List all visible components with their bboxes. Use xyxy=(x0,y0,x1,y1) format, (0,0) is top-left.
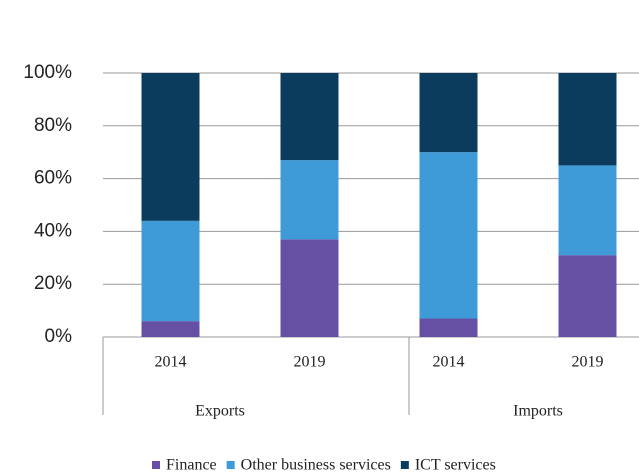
legend-swatch xyxy=(152,461,160,469)
bar-segment xyxy=(141,73,200,221)
group-label: Imports xyxy=(513,403,563,420)
bar-segment xyxy=(419,152,478,319)
bar-segment xyxy=(141,321,200,337)
bar-segment xyxy=(558,165,617,256)
y-tick-label: 40% xyxy=(34,220,72,241)
y-tick-label: 60% xyxy=(34,168,72,189)
y-tick-label: 100% xyxy=(23,62,72,83)
bar-segment xyxy=(141,220,200,322)
bar-segment xyxy=(280,73,339,161)
y-tick-label: 80% xyxy=(34,115,72,136)
x-tick-label: 2014 xyxy=(433,354,465,371)
y-tick-label: 0% xyxy=(45,326,73,347)
x-tick-label: 2019 xyxy=(294,354,326,371)
x-tick-label: 2019 xyxy=(572,354,604,371)
bar-segment xyxy=(419,318,478,337)
bar-segment xyxy=(419,73,478,153)
bar-segment xyxy=(280,160,339,240)
group-label: Exports xyxy=(195,403,245,420)
legend-swatch xyxy=(226,461,235,469)
x-tick-label: 2014 xyxy=(155,354,187,371)
legend-label: Finance xyxy=(166,457,217,473)
bar-segment xyxy=(558,255,617,337)
legend-label: ICT services xyxy=(415,457,496,473)
bar-segment xyxy=(280,239,339,337)
bar-segment xyxy=(558,73,617,166)
y-tick-label: 20% xyxy=(34,273,72,294)
legend-label: Other business services xyxy=(241,457,391,473)
legend-swatch xyxy=(400,461,409,469)
